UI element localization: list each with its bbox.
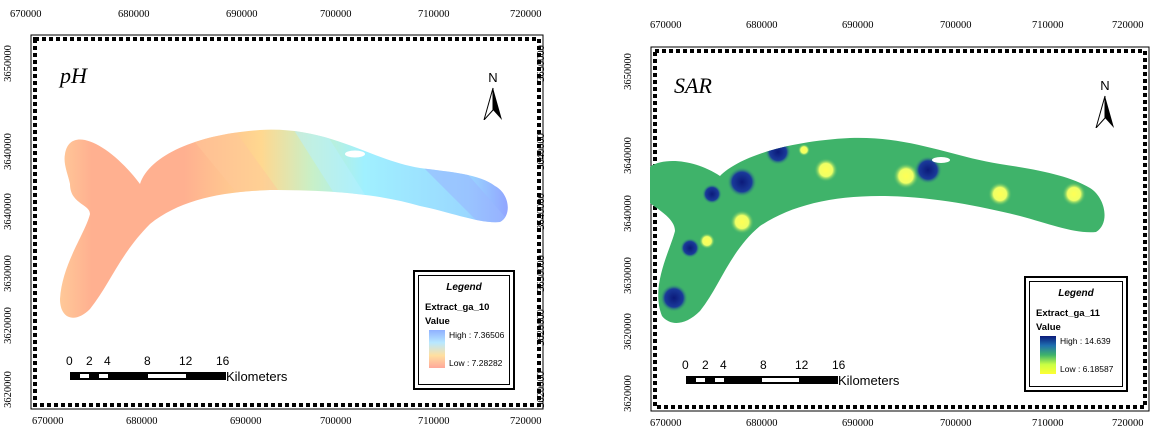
map-title: pH [60,63,87,88]
x-tick-label: 670000 [650,418,682,429]
y-tick-label: 3630000 [2,255,14,292]
north-label: N [488,70,498,85]
scale-number: 2 [86,354,93,368]
y-tick-label: 3640000 [622,137,634,174]
y-tick-label: 3620000 [2,307,14,344]
y-tick-label: 3650000 [2,45,14,82]
x-tick-label: 680000 [746,418,778,429]
x-tick-label: 690000 [226,9,258,20]
x-tick-label: 670000 [650,20,682,31]
y-tick-label: 3650000 [622,53,634,90]
scale-number: 2 [702,358,709,372]
ph-map-panel: 670000 680000 690000 700000 710000 72000… [2,9,547,427]
scale-number: 12 [179,354,193,368]
scale-unit: Kilometers [838,373,900,388]
legend: Legend Extract_ga_10 Value High : 7.3650… [413,270,515,390]
x-tick-label: 710000 [418,9,450,20]
y-tick-label: 3640000 [622,195,634,232]
legend-color-ramp [429,330,445,368]
legend-high-label: High : 14.639 [1060,336,1111,346]
x-tick-label: 700000 [940,20,972,31]
scale-bar: 0 2 4 8 12 16 Kilometers [682,358,922,388]
y-tick-label: 3640000 [2,133,14,170]
scale-number: 16 [216,354,230,368]
x-tick-label: 700000 [320,416,352,427]
legend-value-label: Value [1036,322,1061,333]
x-tick-label: 720000 [510,9,542,20]
scale-number: 0 [682,358,689,372]
x-tick-label: 680000 [746,20,778,31]
legend-title: Legend [446,282,482,293]
y-tick-label: 3620000 [622,375,634,412]
x-tick-label: 710000 [1032,418,1064,429]
x-tick-label: 690000 [230,416,262,427]
y-tick-label: 3620000 [2,371,14,408]
x-tick-label: 680000 [118,9,150,20]
x-tick-label: 720000 [510,416,542,427]
map-frame [650,46,1150,412]
scale-unit: Kilometers [226,369,288,384]
legend-title: Legend [1058,288,1094,299]
x-tick-label: 710000 [418,416,450,427]
north-label: N [1100,78,1110,93]
x-tick-label: 710000 [1032,20,1064,31]
x-tick-label: 690000 [842,20,874,31]
scale-number: 8 [760,358,767,372]
x-tick-label: 720000 [1112,418,1144,429]
scale-number: 4 [104,354,111,368]
legend-layer-name: Extract_ga_11 [1036,308,1100,319]
legend: Legend Extract_ga_11 Value High : 14.639… [1024,276,1128,392]
y-tick-label: 3620000 [622,313,634,350]
scale-bar: 0 2 4 8 12 16 Kilometers [66,354,306,384]
x-tick-label: 700000 [320,9,352,20]
map-title: SAR [674,73,712,98]
north-arrow-icon: N [1092,78,1118,129]
legend-color-ramp [1040,336,1056,374]
x-tick-label: 690000 [842,418,874,429]
x-tick-label: 700000 [940,418,972,429]
sar-map-panel: 670000 680000 690000 700000 710000 72000… [578,0,1156,432]
legend-low-label: Low : 7.28282 [449,358,503,368]
y-tick-label: 3630000 [622,257,634,294]
legend-value-label: Value [425,316,450,327]
scale-number: 0 [66,354,73,368]
x-tick-label: 670000 [32,416,64,427]
x-tick-label: 720000 [1112,20,1144,31]
y-tick-label: 3640000 [2,193,14,230]
north-arrow-icon: N [480,70,506,121]
legend-layer-name: Extract_ga_10 [425,302,490,313]
scale-number: 8 [144,354,151,368]
scale-number: 16 [832,358,846,372]
legend-high-label: High : 7.36506 [449,330,505,340]
legend-low-label: Low : 6.18587 [1060,364,1114,374]
x-tick-label: 670000 [10,9,42,20]
map-frame [30,34,544,410]
scale-number: 4 [720,358,727,372]
x-tick-label: 680000 [126,416,158,427]
scale-number: 12 [795,358,809,372]
